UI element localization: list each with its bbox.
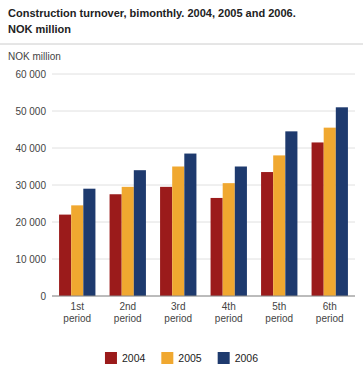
grid-line <box>52 111 355 112</box>
grid <box>52 74 355 296</box>
legend: 2004 2005 2006 <box>105 352 258 364</box>
x-tick-label: 6thperiod <box>316 301 344 324</box>
y-tick-label: 60 000 <box>15 69 46 80</box>
x-axis-line <box>52 296 355 297</box>
y-tick-label: 50 000 <box>15 106 46 117</box>
x-tick-label: 4thperiod <box>215 301 243 324</box>
y-axis-label: NOK million <box>8 51 61 62</box>
bar <box>273 155 285 296</box>
bar <box>324 128 336 296</box>
subtitle: NOK million <box>8 23 71 35</box>
x-tick-label: 3rdperiod <box>164 301 192 324</box>
y-tick-label: 40 000 <box>15 143 46 154</box>
x-tick-label: 2ndperiod <box>114 301 142 324</box>
grid-line <box>52 296 355 297</box>
grid-line <box>52 148 355 149</box>
bar <box>261 172 273 296</box>
bar <box>312 142 324 296</box>
x-tick-label: 5thperiod <box>265 301 293 324</box>
bar <box>160 187 172 296</box>
bar <box>110 194 122 296</box>
grid-line <box>52 222 355 223</box>
bar <box>336 107 348 296</box>
bar <box>184 154 196 296</box>
title: Construction turnover, bimonthly. 2004, … <box>8 7 296 19</box>
x-tick-label: 1stperiod <box>63 301 91 324</box>
legend-swatch <box>218 352 230 364</box>
bars <box>59 107 348 296</box>
bar <box>223 183 235 296</box>
legend-swatch <box>161 352 173 364</box>
bar <box>71 205 83 296</box>
legend-item: 2004 <box>105 352 146 364</box>
separator <box>0 44 363 45</box>
bar <box>285 131 297 296</box>
legend-label: 2004 <box>122 352 146 364</box>
bar <box>122 187 134 296</box>
bar <box>235 167 247 297</box>
y-tick-label: 20 000 <box>15 217 46 228</box>
y-tick-label: 0 <box>40 291 46 302</box>
legend-label: 2005 <box>178 352 202 364</box>
bar <box>83 189 95 296</box>
bar <box>211 198 223 296</box>
grid-line <box>52 74 355 75</box>
legend-swatch <box>105 352 117 364</box>
bar <box>59 215 71 296</box>
legend-item: 2006 <box>218 352 259 364</box>
y-tick-label: 10 000 <box>15 254 46 265</box>
legend-label: 2006 <box>235 352 259 364</box>
bar <box>134 170 146 296</box>
y-tick-label: 30 000 <box>15 180 46 191</box>
chart: Construction turnover, bimonthly. 2004, … <box>0 0 363 377</box>
grid-line <box>52 185 355 186</box>
legend-item: 2005 <box>161 352 202 364</box>
grid-line <box>52 259 355 260</box>
bar <box>172 167 184 297</box>
